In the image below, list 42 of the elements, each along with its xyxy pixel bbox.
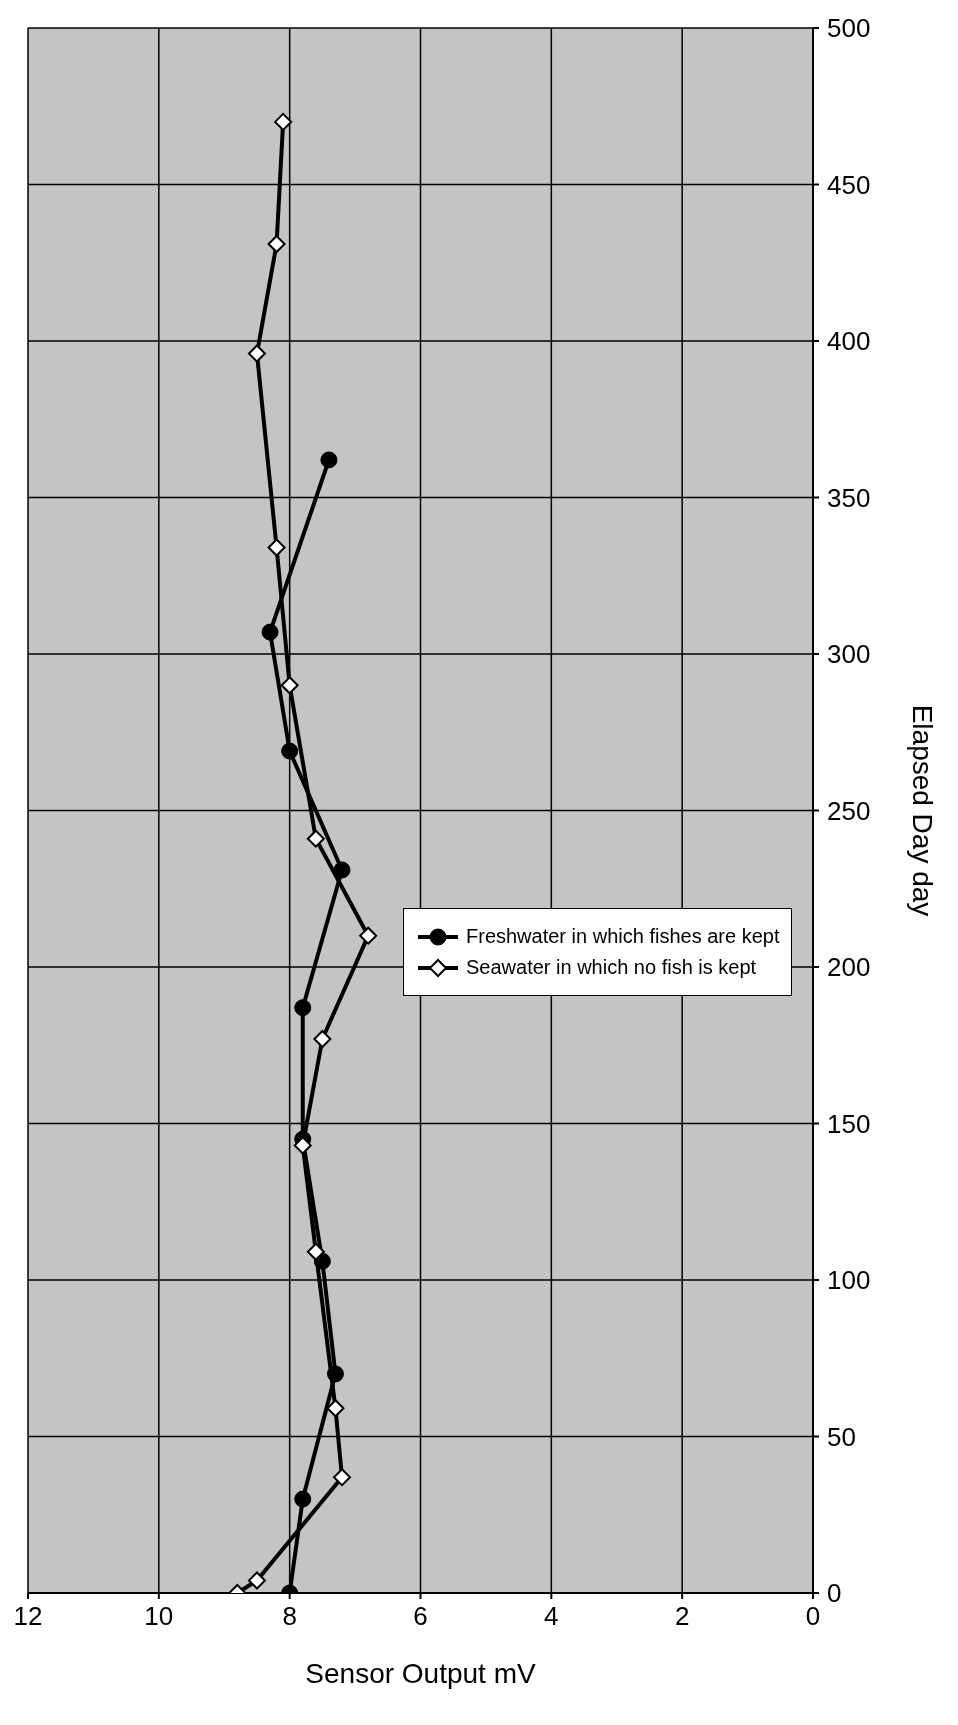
x-tick-label: 6	[413, 1601, 428, 1632]
point	[306, 829, 325, 848]
point	[320, 451, 338, 469]
point	[333, 861, 351, 879]
x-tick-label: 12	[13, 1601, 43, 1632]
point	[267, 234, 286, 253]
y-tick-label: 150	[827, 1108, 871, 1139]
x-tick-label: 8	[282, 1601, 297, 1632]
y-tick-label: 100	[827, 1265, 871, 1296]
y-tick-label: 200	[827, 952, 871, 983]
y-tick-label: 400	[827, 326, 871, 357]
legend-label: Freshwater in which fishes are kept	[466, 925, 780, 948]
point	[247, 1571, 266, 1590]
point	[294, 1490, 312, 1508]
x-axis-title: Sensor Output mV	[305, 1658, 536, 1689]
x-tick-label: 10	[144, 1601, 174, 1632]
point	[247, 344, 266, 363]
point	[261, 623, 279, 641]
point	[280, 676, 299, 695]
y-tick-label: 0	[827, 1578, 842, 1609]
point	[313, 1029, 332, 1048]
y-tick-label: 350	[827, 482, 871, 513]
point	[326, 1399, 345, 1418]
point	[293, 1136, 312, 1155]
x-tick-label: 4	[544, 1601, 559, 1632]
x-tick-label: 0	[805, 1601, 821, 1632]
point	[294, 999, 312, 1017]
legend-label: Seawater in which no fish is kept	[466, 956, 757, 979]
point	[359, 926, 378, 945]
y-tick-label: 250	[827, 795, 871, 826]
point	[267, 538, 286, 557]
y-axis-title: Elapsed Day day	[907, 704, 939, 917]
point	[274, 112, 293, 131]
y-tick-label: 50	[827, 1421, 856, 1452]
y-tick-label: 500	[827, 13, 871, 44]
x-tick-label: 2	[674, 1601, 690, 1632]
y-tick-label: 450	[827, 169, 871, 200]
point	[333, 1468, 351, 1487]
point	[326, 1365, 344, 1383]
point	[281, 742, 299, 760]
point	[306, 1242, 325, 1261]
y-tick-label: 300	[827, 639, 871, 670]
